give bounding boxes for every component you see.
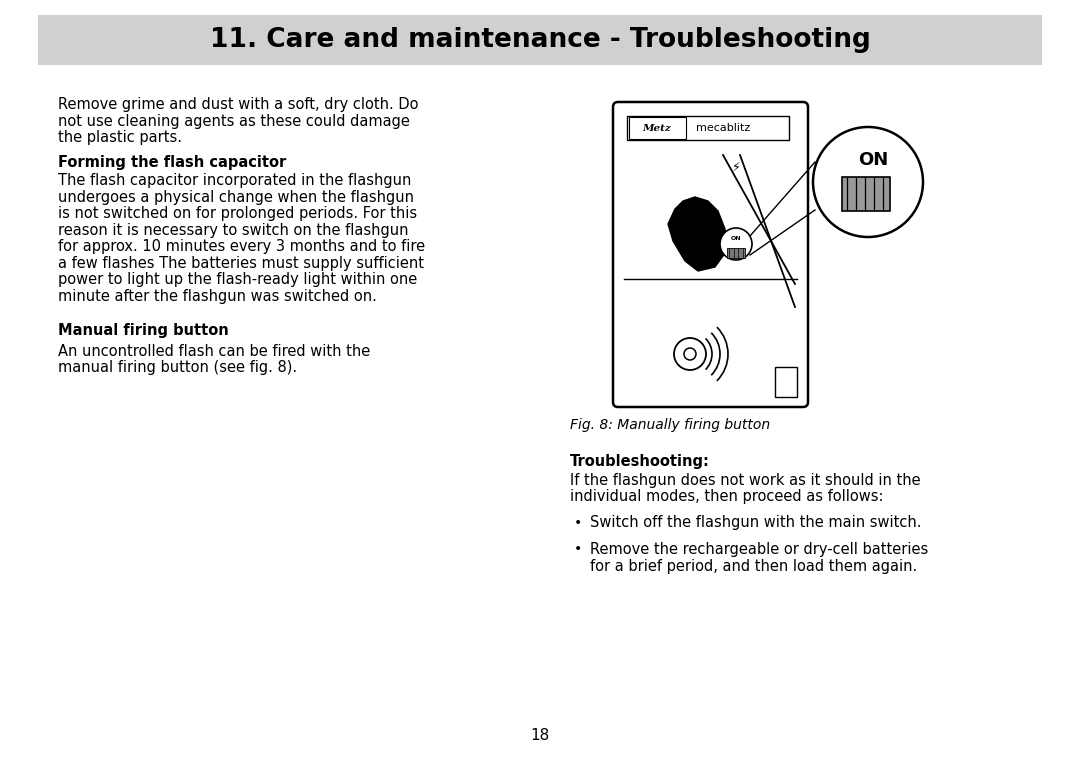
Text: Fig. 8: Manually firing button: Fig. 8: Manually firing button	[570, 418, 770, 432]
FancyBboxPatch shape	[629, 117, 686, 139]
Text: undergoes a physical change when the flashgun: undergoes a physical change when the fla…	[58, 190, 414, 204]
Circle shape	[684, 348, 696, 360]
Text: individual modes, then proceed as follows:: individual modes, then proceed as follow…	[570, 489, 883, 504]
Text: 18: 18	[530, 728, 550, 743]
Text: power to light up the flash-ready light within one: power to light up the flash-ready light …	[58, 272, 417, 287]
FancyBboxPatch shape	[842, 177, 890, 211]
Circle shape	[813, 127, 923, 237]
Text: for approx. 10 minutes every 3 months and to fire: for approx. 10 minutes every 3 months an…	[58, 239, 426, 254]
Text: ON: ON	[731, 236, 741, 240]
Text: The flash capacitor incorporated in the flashgun: The flash capacitor incorporated in the …	[58, 173, 411, 188]
Text: mecablitz: mecablitz	[696, 123, 751, 133]
Text: manual firing button (see fig. 8).: manual firing button (see fig. 8).	[58, 360, 297, 375]
Text: If the flashgun does not work as it should in the: If the flashgun does not work as it shou…	[570, 473, 920, 487]
Text: not use cleaning agents as these could damage: not use cleaning agents as these could d…	[58, 113, 410, 129]
Text: is not switched on for prolonged periods. For this: is not switched on for prolonged periods…	[58, 206, 417, 221]
Text: reason it is necessary to switch on the flashgun: reason it is necessary to switch on the …	[58, 223, 408, 237]
FancyBboxPatch shape	[613, 102, 808, 407]
Text: 11. Care and maintenance - Troubleshooting: 11. Care and maintenance - Troubleshooti…	[210, 27, 870, 53]
Text: for a brief period, and then load them again.: for a brief period, and then load them a…	[590, 558, 917, 574]
Polygon shape	[669, 197, 728, 271]
Text: Remove grime and dust with a soft, dry cloth. Do: Remove grime and dust with a soft, dry c…	[58, 97, 419, 112]
Text: Switch off the flashgun with the main switch.: Switch off the flashgun with the main sw…	[590, 516, 921, 530]
Text: the plastic parts.: the plastic parts.	[58, 130, 183, 145]
Text: Troubleshooting:: Troubleshooting:	[570, 454, 710, 469]
Text: An uncontrolled flash can be fired with the: An uncontrolled flash can be fired with …	[58, 343, 370, 359]
Circle shape	[674, 338, 706, 370]
Text: Remove the rechargeable or dry-cell batteries: Remove the rechargeable or dry-cell batt…	[590, 542, 928, 557]
Text: ⚡: ⚡	[731, 161, 741, 174]
Text: Manual firing button: Manual firing button	[58, 323, 229, 338]
Circle shape	[720, 228, 752, 260]
Text: minute after the flashgun was switched on.: minute after the flashgun was switched o…	[58, 288, 377, 304]
Text: Metz: Metz	[643, 123, 672, 132]
FancyBboxPatch shape	[727, 248, 745, 258]
Text: Forming the flash capacitor: Forming the flash capacitor	[58, 155, 286, 170]
Text: •: •	[573, 542, 582, 556]
Text: a few flashes The batteries must supply sufficient: a few flashes The batteries must supply …	[58, 256, 424, 271]
FancyBboxPatch shape	[627, 116, 789, 140]
FancyBboxPatch shape	[38, 15, 1042, 65]
Text: •: •	[573, 516, 582, 529]
Text: ON: ON	[858, 151, 888, 169]
FancyBboxPatch shape	[775, 367, 797, 397]
